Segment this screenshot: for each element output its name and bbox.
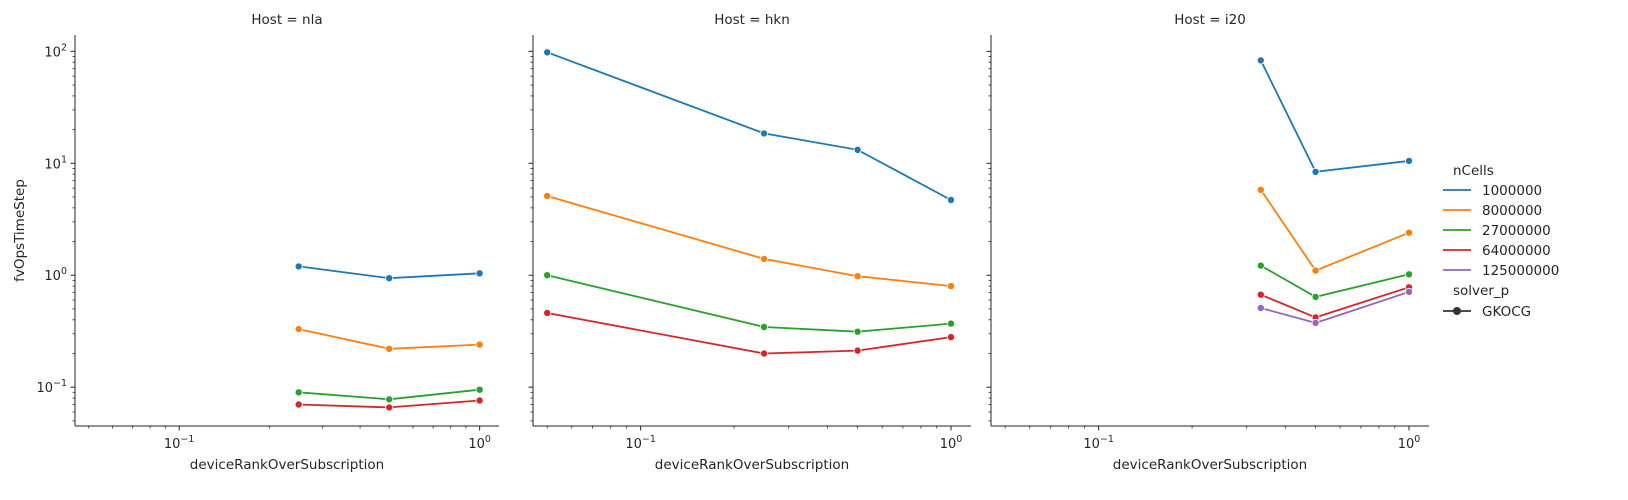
y-tick-label: 100 — [44, 266, 67, 284]
data-point-64000000 — [543, 308, 552, 317]
data-point-27000000 — [385, 395, 394, 404]
data-point-1000000 — [543, 48, 552, 57]
series-line-1000000 — [546, 51, 952, 201]
data-point-8000000 — [947, 282, 956, 291]
x-tick-label: 10−1 — [164, 434, 195, 452]
x-axis-label: deviceRankOverSubscription — [190, 457, 384, 473]
legend-entry-label: 27000000 — [1482, 223, 1551, 239]
data-point-125000000 — [1256, 303, 1265, 312]
series-line-27000000 — [1260, 264, 1410, 298]
panel-title: Host = nla — [251, 12, 322, 28]
data-point-1000000 — [475, 269, 484, 278]
x-tick-label: 100 — [1398, 434, 1421, 452]
data-point-64000000 — [385, 403, 394, 412]
data-point-1000000 — [853, 145, 862, 154]
data-point-27000000 — [853, 327, 862, 336]
x-tick-label: 100 — [940, 434, 963, 452]
data-point-1000000 — [947, 195, 956, 204]
data-point-27000000 — [543, 271, 552, 280]
legend-entry-label: 8000000 — [1482, 203, 1542, 219]
panel-1: Host = hkn 10−1 100 deviceRankOverSubscript… — [528, 12, 971, 473]
legend-style-title: solver_p — [1453, 283, 1509, 299]
legend-style-marker — [1453, 307, 1461, 315]
data-point-8000000 — [853, 272, 862, 281]
data-point-8000000 — [543, 191, 552, 200]
series-line-27000000 — [546, 274, 952, 333]
data-point-27000000 — [1256, 261, 1265, 270]
series-line-8000000 — [546, 195, 952, 287]
panel-title: Host = i20 — [1174, 12, 1246, 28]
y-axis-label: fvOpsTimeStep — [12, 179, 28, 282]
data-point-1000000 — [385, 274, 394, 283]
data-point-64000000 — [475, 396, 484, 405]
y-tick-label: 101 — [44, 154, 67, 172]
data-point-8000000 — [1256, 185, 1265, 194]
data-point-1000000 — [760, 129, 769, 138]
data-point-8000000 — [475, 340, 484, 349]
legend-style-label: GKOCG — [1482, 304, 1531, 320]
data-point-1000000 — [1405, 156, 1414, 165]
panel-title: Host = hkn — [714, 12, 790, 28]
data-point-64000000 — [853, 346, 862, 355]
series-line-8000000 — [1260, 189, 1410, 272]
data-point-27000000 — [294, 388, 303, 397]
legend-entry-label: 1000000 — [1482, 183, 1542, 199]
series-line-125000000 — [1260, 291, 1410, 324]
data-point-8000000 — [385, 344, 394, 353]
legend: nCells 1000000 8000000 27000000 64000000 1250… — [1443, 163, 1559, 320]
x-tick-label: 10−1 — [1083, 434, 1114, 452]
x-axis-label: deviceRankOverSubscription — [655, 457, 849, 473]
data-point-64000000 — [1256, 290, 1265, 299]
panel-2: Host = i20 10−1 100 deviceRankOverSubscript… — [986, 12, 1429, 473]
data-point-8000000 — [1311, 266, 1320, 275]
data-point-1000000 — [294, 262, 303, 271]
data-point-64000000 — [947, 333, 956, 342]
y-tick-label: 102 — [44, 42, 67, 60]
data-point-125000000 — [1405, 287, 1414, 296]
data-point-27000000 — [475, 385, 484, 394]
data-point-1000000 — [1256, 56, 1265, 65]
legend-entry-label: 125000000 — [1482, 263, 1559, 279]
x-axis-label: deviceRankOverSubscription — [1113, 457, 1307, 473]
panel-0: Host = nla 10−1 100 10−1 100 101 102 deviceRank… — [36, 12, 499, 473]
y-tick-label: 10−1 — [36, 378, 67, 396]
data-point-27000000 — [947, 319, 956, 328]
legend-hue-title: nCells — [1453, 163, 1494, 179]
legend-entry-label: 64000000 — [1482, 243, 1551, 259]
data-point-1000000 — [1311, 167, 1320, 176]
series-line-1000000 — [1259, 60, 1410, 173]
data-point-125000000 — [1311, 318, 1320, 327]
data-point-8000000 — [1405, 228, 1414, 237]
series-line-64000000 — [547, 312, 952, 355]
data-point-8000000 — [294, 325, 303, 334]
data-point-27000000 — [1405, 270, 1414, 279]
x-tick-label: 10−1 — [625, 434, 656, 452]
data-point-64000000 — [294, 400, 303, 409]
data-point-8000000 — [760, 254, 769, 263]
data-point-27000000 — [760, 322, 769, 331]
data-point-27000000 — [1311, 292, 1320, 301]
x-tick-label: 100 — [468, 434, 491, 452]
data-point-64000000 — [760, 349, 769, 358]
